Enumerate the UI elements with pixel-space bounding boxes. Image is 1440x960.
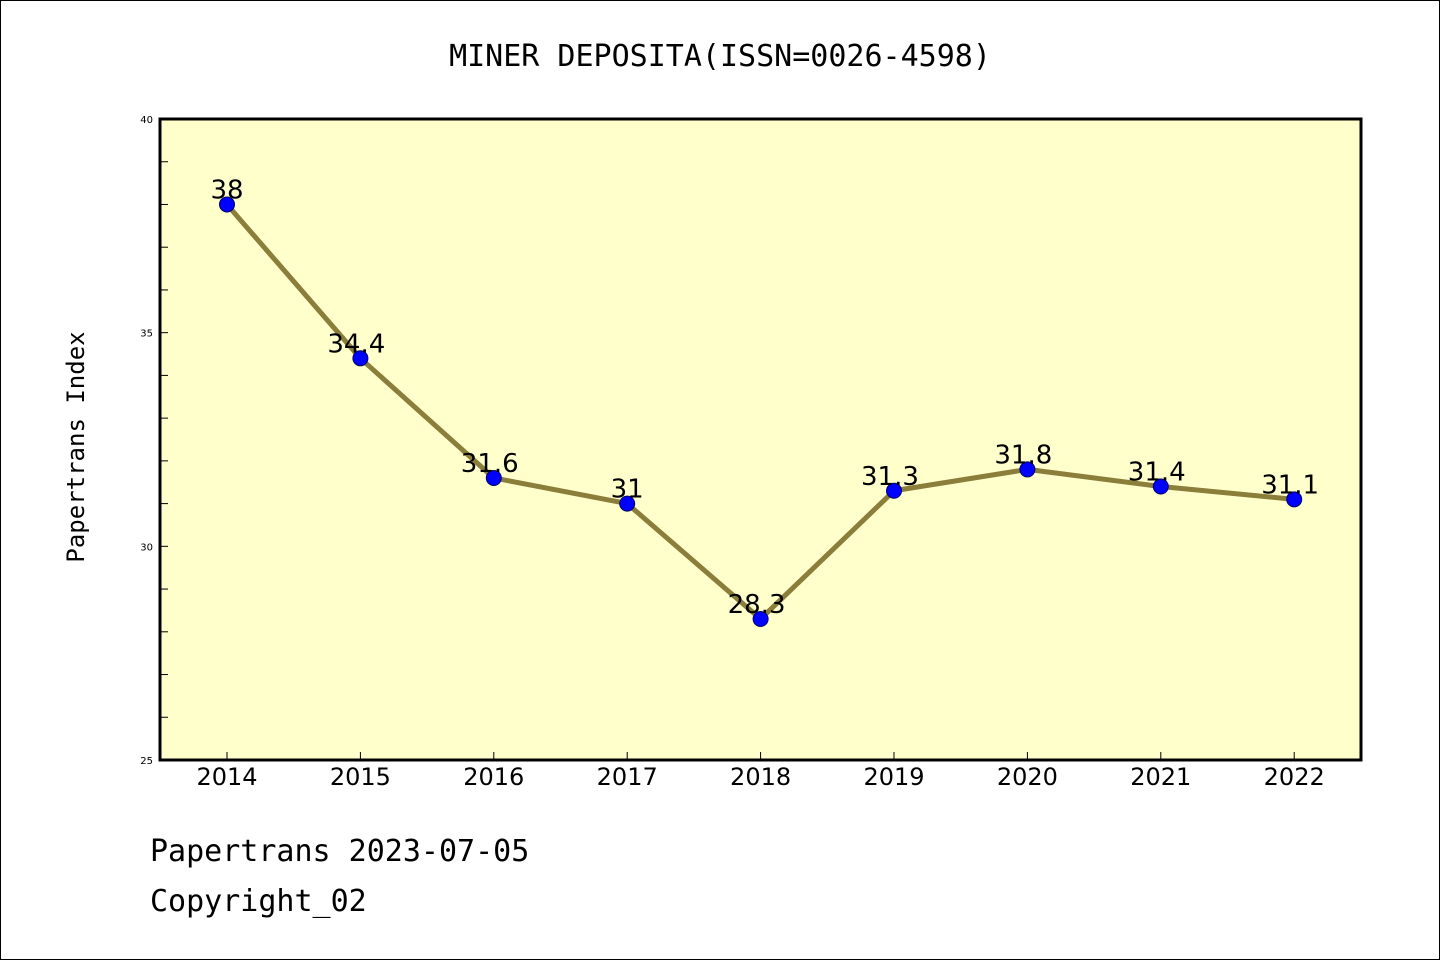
x-tick-label: 2016 <box>463 763 524 791</box>
x-tick-label: 2022 <box>1264 763 1325 791</box>
chart-title: MINER DEPOSITA(ISSN=0026-4598) <box>449 39 991 74</box>
data-point <box>752 610 769 627</box>
data-point <box>352 350 369 367</box>
y-axis-label: Papertrans Index <box>62 331 90 562</box>
data-label: 31.1 <box>1261 470 1319 500</box>
data-point <box>219 196 235 213</box>
data-point <box>1152 478 1169 495</box>
data-markers <box>219 196 1303 627</box>
data-label: 34.4 <box>327 329 385 359</box>
x-tick-label: 2015 <box>330 763 391 791</box>
x-tick-label: 2019 <box>863 763 924 791</box>
data-label: 31.4 <box>1128 458 1186 488</box>
data-point <box>1286 491 1303 508</box>
x-axis-ticks: 2014 2015 2016 2017 2018 2019 2020 2021 2022 <box>196 752 1325 791</box>
y-axis-ticks: 25 30 35 40 <box>140 115 168 767</box>
data-label: 31.3 <box>861 462 919 492</box>
data-label: 38 <box>210 175 243 205</box>
x-tick-label: 2014 <box>196 763 257 791</box>
data-labels: 38 34.4 31.6 31 28.3 31.3 31.8 31.4 31.1 <box>210 175 1319 620</box>
y-tick-label: 35 <box>140 329 153 340</box>
data-label: 31.8 <box>994 440 1052 470</box>
y-tick-label: 30 <box>140 542 153 553</box>
data-point <box>1019 461 1036 478</box>
x-tick-label: 2018 <box>730 763 791 791</box>
x-tick-label: 2020 <box>997 763 1058 791</box>
y-tick-label: 40 <box>140 115 153 126</box>
footer-copyright: Copyright_02 <box>150 884 367 919</box>
y-tick-label: 25 <box>140 756 153 767</box>
x-tick-label: 2021 <box>1130 763 1191 791</box>
plot-area <box>158 117 1363 762</box>
data-point <box>485 469 502 486</box>
x-tick-label: 2017 <box>597 763 658 791</box>
data-point <box>619 495 636 512</box>
data-point <box>886 482 902 499</box>
data-label: 31.6 <box>461 449 519 479</box>
data-label: 28.3 <box>728 590 786 620</box>
footer-date: Papertrans 2023-07-05 <box>150 834 530 869</box>
data-label: 31 <box>611 475 644 505</box>
